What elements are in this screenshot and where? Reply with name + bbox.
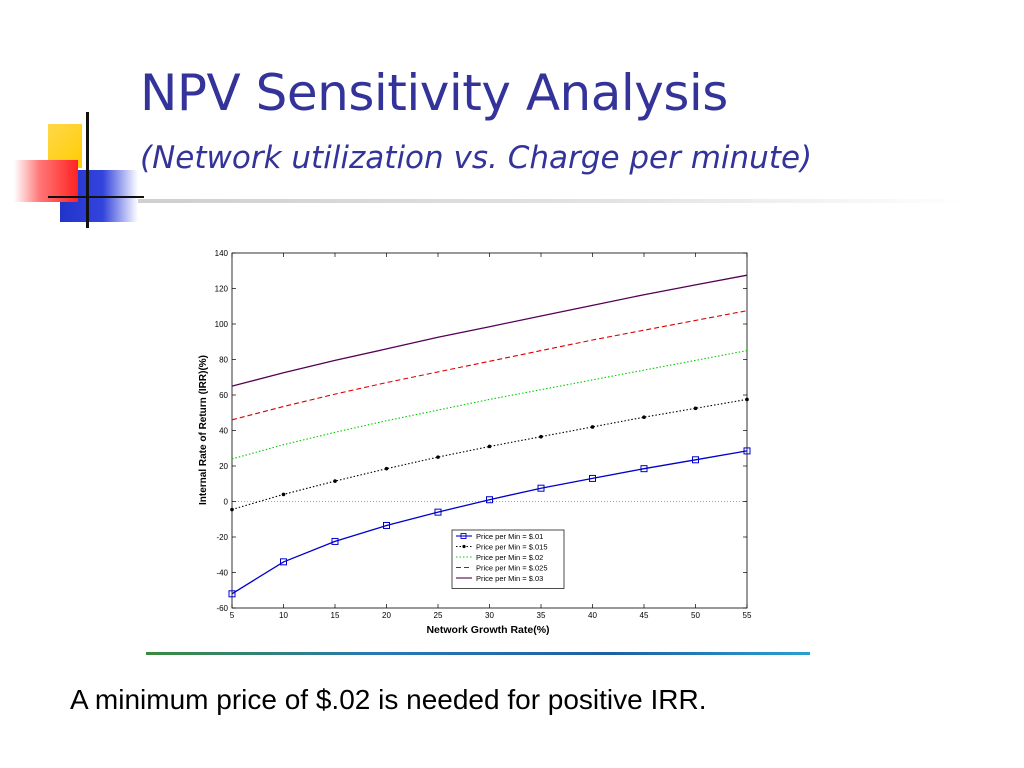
legend-label-4: Price per Min = $.025 <box>476 563 548 572</box>
y-tick-label: 40 <box>219 427 228 436</box>
legend-box <box>451 529 565 589</box>
x-tick-label: 10 <box>279 611 288 620</box>
data-point <box>745 397 749 402</box>
data-point <box>692 456 699 464</box>
data-point <box>436 455 440 459</box>
x-axis-label: Network Growth Rate(%) <box>426 624 549 636</box>
y-tick-label: 80 <box>219 356 228 365</box>
data-point <box>537 484 545 492</box>
y-axis-label: Internal Rate of Return (IRR)(%) <box>198 355 209 505</box>
data-point <box>539 434 543 439</box>
series-line-4 <box>231 310 748 421</box>
x-tick-label: 15 <box>331 611 340 620</box>
data-point <box>590 425 595 429</box>
decor-vertical-line <box>86 112 89 228</box>
chart-bottom-rule <box>146 652 810 655</box>
data-point <box>486 496 493 504</box>
slide-caption: A minimum price of $.02 is needed for po… <box>70 684 707 715</box>
legend-label-3: Price per Min = $.02 <box>476 553 543 562</box>
data-point <box>640 465 648 473</box>
x-tick-label: 5 <box>230 611 235 620</box>
y-tick-label: -60 <box>216 604 228 613</box>
data-point <box>228 590 236 598</box>
series-line-2 <box>231 398 748 511</box>
decor-horizontal-line <box>48 196 144 198</box>
x-tick-label: 30 <box>485 611 494 620</box>
data-point <box>384 466 389 471</box>
irr-line-chart: -60 -40 -20 0 20 40 60 80 100 120 140 5 10 15 20 25 30 35… <box>198 249 752 636</box>
x-tick-label: 35 <box>537 611 546 620</box>
data-point <box>434 508 442 516</box>
series-line-5 <box>231 274 748 387</box>
slide-title: NPV Sensitivity Analysis <box>140 64 728 122</box>
legend-label-5: Price per Min = $.03 <box>476 574 543 583</box>
data-point <box>230 507 234 512</box>
chart-series <box>228 274 751 598</box>
data-point <box>693 406 698 411</box>
slide-subtitle: (Network utilization vs. Charge per minu… <box>140 140 813 176</box>
data-point <box>280 558 287 566</box>
y-tick-label: 140 <box>215 249 229 258</box>
y-tick-label: -20 <box>216 533 228 542</box>
data-point <box>743 447 751 455</box>
x-tick-label: 55 <box>743 611 752 620</box>
y-tick-label: 20 <box>219 462 228 471</box>
x-tick-label: 40 <box>588 611 597 620</box>
y-tick-label: 0 <box>224 498 229 507</box>
series-line-1 <box>231 450 748 595</box>
y-tick-label: -40 <box>216 569 228 578</box>
x-tick-label: 25 <box>434 611 443 620</box>
y-tick-label: 120 <box>215 285 229 294</box>
data-point <box>487 444 492 449</box>
legend-marker <box>462 544 466 549</box>
data-point <box>589 474 596 482</box>
legend-label-1: Price per Min = $.01 <box>476 532 543 541</box>
decor-red-square <box>14 160 78 202</box>
data-point <box>383 521 390 529</box>
x-tick-label: 50 <box>691 611 700 620</box>
x-tick-label: 45 <box>640 611 649 620</box>
series-line-3 <box>231 350 748 460</box>
data-point <box>333 479 337 483</box>
chart-axes: -60 -40 -20 0 20 40 60 80 100 120 140 5 10 15 20 25 30 35… <box>215 249 752 620</box>
data-point <box>281 492 286 497</box>
data-point <box>331 537 339 545</box>
x-tick-label: 20 <box>382 611 391 620</box>
legend-label-2: Price per Min = $.015 <box>476 542 548 551</box>
data-point <box>642 415 646 419</box>
title-underline-rule <box>138 199 968 203</box>
y-tick-label: 60 <box>219 391 228 400</box>
legend-marker <box>460 533 467 539</box>
y-tick-label: 100 <box>215 320 229 329</box>
